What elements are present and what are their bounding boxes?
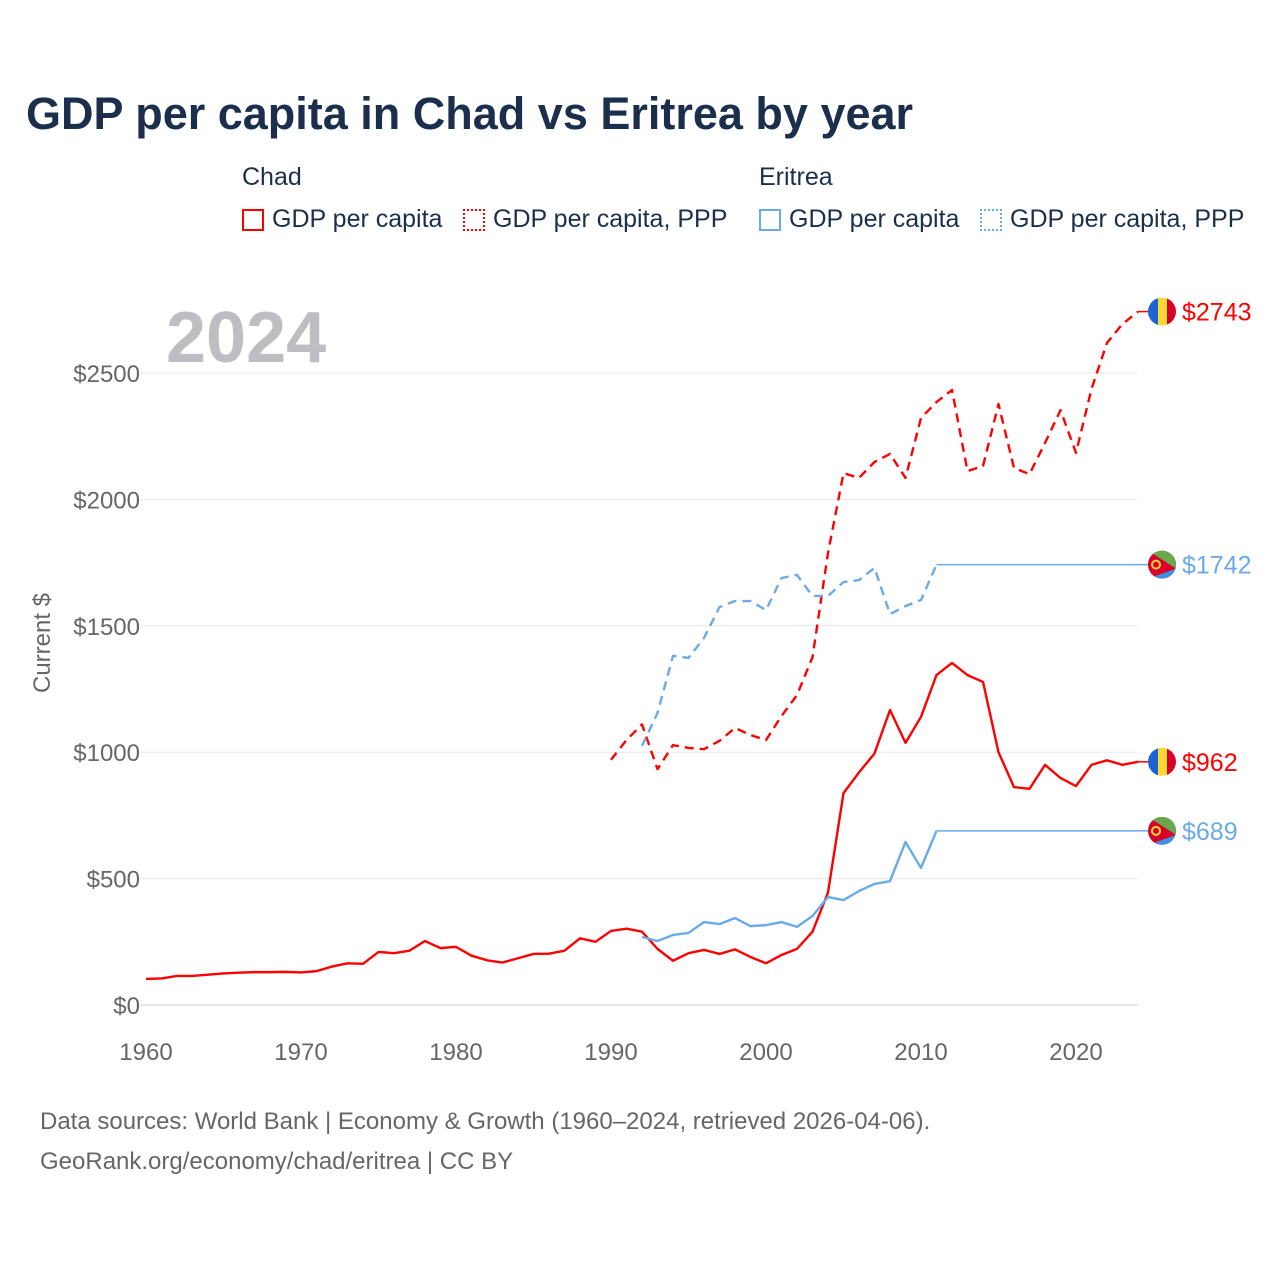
series-line bbox=[640, 564, 938, 747]
legend-swatch-dotted-blue bbox=[980, 208, 1002, 231]
end-value-label: $962 bbox=[1182, 749, 1238, 777]
flag-yellow bbox=[1158, 747, 1167, 776]
flag-green bbox=[1148, 816, 1176, 835]
legend-group-chad: Chad bbox=[242, 163, 302, 191]
flag-blue bbox=[1148, 297, 1158, 326]
flag-blue bbox=[1148, 568, 1176, 579]
chad-flag-icon bbox=[1148, 747, 1176, 776]
x-tick-label: 1980 bbox=[429, 1039, 482, 1066]
x-tick-label: 1970 bbox=[274, 1039, 327, 1066]
flag-clip bbox=[1148, 747, 1176, 776]
year-watermark: 2024 bbox=[166, 298, 326, 378]
y-tick-label: $1000 bbox=[73, 740, 140, 767]
end-value-label: $2743 bbox=[1182, 299, 1252, 327]
x-tick-label: 2000 bbox=[739, 1039, 792, 1066]
legend-label: GDP per capita bbox=[272, 205, 443, 233]
legend-label: GDP per capita, PPP bbox=[493, 205, 728, 233]
flag-red bbox=[1167, 297, 1176, 326]
legend-group-eritrea: Eritrea bbox=[759, 163, 833, 191]
y-tick-label: $2000 bbox=[73, 487, 140, 514]
series-line bbox=[641, 830, 938, 943]
legend-swatch-dotted-red bbox=[463, 208, 485, 231]
flag-emblem bbox=[1151, 825, 1161, 836]
series-line bbox=[610, 310, 1139, 771]
y-axis-label: Current $ bbox=[29, 593, 56, 693]
legend-chad-gdp[interactable]: GDP per capita bbox=[242, 205, 442, 234]
flag-blue bbox=[1148, 747, 1158, 776]
legend-swatch-solid-red bbox=[242, 208, 264, 231]
y-tick-label: $500 bbox=[87, 867, 140, 894]
legend-swatch-solid-blue bbox=[759, 208, 781, 231]
flag-green bbox=[1148, 550, 1176, 569]
legend-eritrea-gdp[interactable]: GDP per capita bbox=[759, 205, 959, 234]
footer-sources: Data sources: World Bank | Economy & Gro… bbox=[40, 1108, 931, 1135]
end-value-label: $689 bbox=[1182, 818, 1238, 846]
flag-yellow bbox=[1158, 297, 1167, 326]
legend-label: GDP per capita, PPP bbox=[1010, 205, 1245, 233]
flag-emblem bbox=[1151, 559, 1161, 570]
chad-flag-icon bbox=[1148, 297, 1176, 326]
x-tick-label: 1990 bbox=[584, 1039, 637, 1066]
y-tick-label: $0 bbox=[113, 993, 140, 1020]
flag-blue bbox=[1148, 834, 1176, 845]
x-tick-label: 1960 bbox=[119, 1039, 172, 1066]
flag-clip bbox=[1148, 816, 1176, 845]
eritrea-flag-icon bbox=[1148, 550, 1176, 579]
x-tick-label: 2010 bbox=[894, 1039, 947, 1066]
y-tick-label: $1500 bbox=[73, 614, 140, 641]
end-value-label: $1742 bbox=[1182, 552, 1252, 580]
chart-title: GDP per capita in Chad vs Eritrea by yea… bbox=[26, 88, 914, 139]
flag-red bbox=[1167, 747, 1176, 776]
flag-clip bbox=[1148, 297, 1176, 326]
legend-eritrea-ppp[interactable]: GDP per capita, PPP bbox=[980, 205, 1244, 234]
series-line bbox=[145, 661, 1139, 981]
flag-clip bbox=[1148, 550, 1176, 579]
legend-label: GDP per capita bbox=[789, 205, 960, 233]
eritrea-flag-icon bbox=[1148, 816, 1176, 845]
x-tick-label: 2020 bbox=[1049, 1039, 1102, 1066]
y-tick-label: $2500 bbox=[73, 361, 140, 388]
footer-attribution: GeoRank.org/economy/chad/eritrea | CC BY bbox=[40, 1148, 514, 1175]
legend-chad-ppp[interactable]: GDP per capita, PPP bbox=[463, 205, 727, 234]
